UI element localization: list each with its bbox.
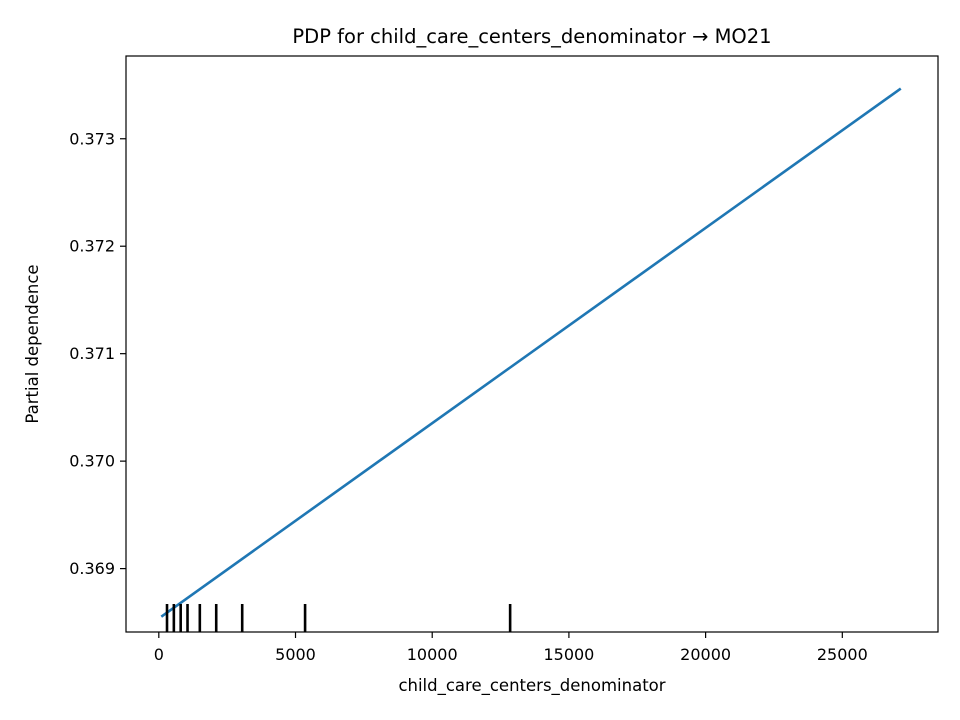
x-tick-label-1: 5000 xyxy=(275,645,316,664)
x-axis-ticks: 0 5000 10000 15000 20000 25000 xyxy=(154,632,868,664)
y-tick-label-3: 0.372 xyxy=(69,237,115,256)
pd-line-series-0 xyxy=(160,87,902,618)
y-tick-label-0: 0.369 xyxy=(69,559,115,578)
y-tick-label-4: 0.373 xyxy=(69,129,115,148)
x-tick-label-4: 20000 xyxy=(680,645,731,664)
x-axis-label: child_care_centers_denominator xyxy=(398,676,665,696)
plot-layer xyxy=(160,87,902,632)
chart-title: PDP for child_care_centers_denominator →… xyxy=(292,25,771,48)
x-tick-label-5: 25000 xyxy=(817,645,868,664)
y-tick-label-2: 0.371 xyxy=(69,344,115,363)
y-tick-label-1: 0.370 xyxy=(69,452,115,471)
x-tick-label-0: 0 xyxy=(154,645,164,664)
x-tick-label-2: 10000 xyxy=(407,645,458,664)
x-tick-label-3: 15000 xyxy=(543,645,594,664)
y-axis-ticks: 0.369 0.370 0.371 0.372 0.373 xyxy=(69,129,126,578)
axes-frame xyxy=(125,55,939,633)
y-axis-label: Partial dependence xyxy=(23,264,42,423)
